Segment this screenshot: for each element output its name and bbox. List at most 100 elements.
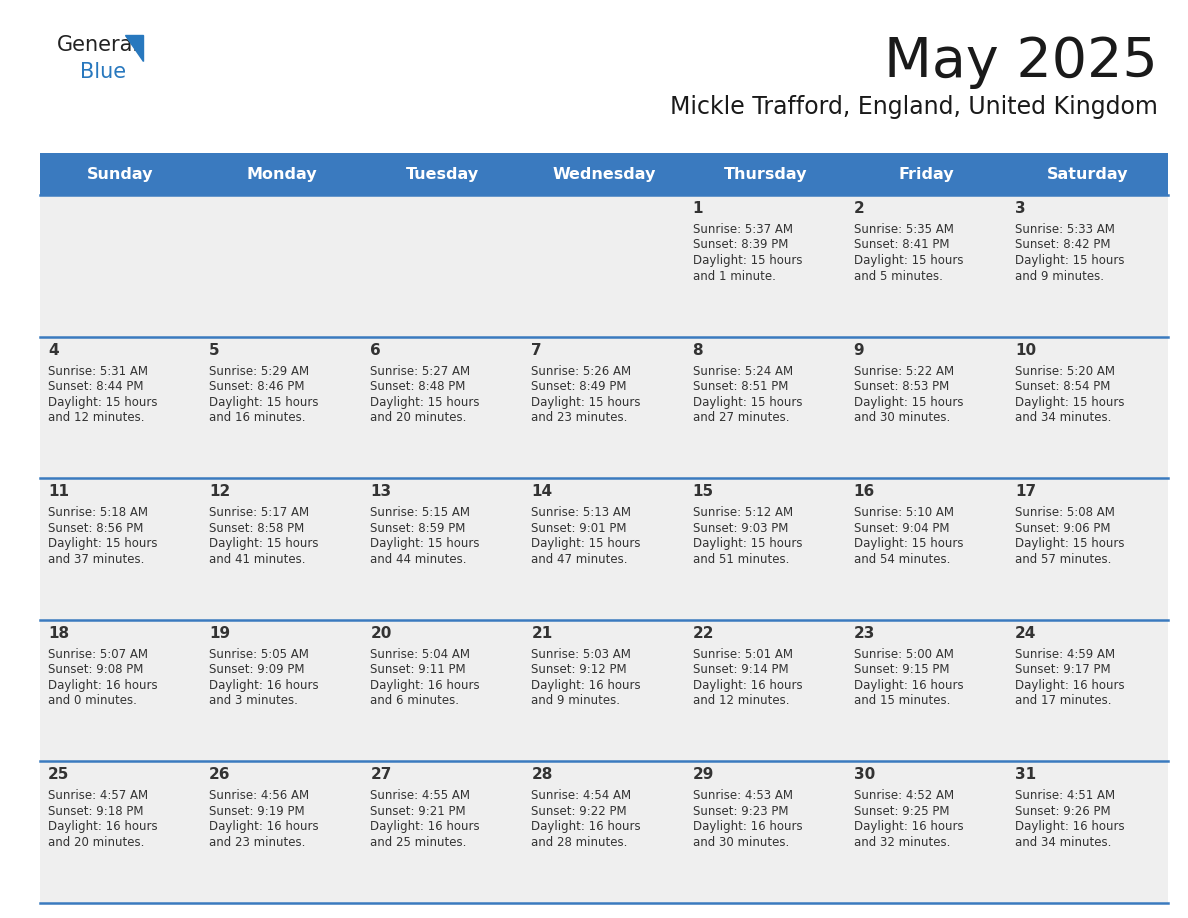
Text: 15: 15: [693, 484, 714, 499]
Text: Daylight: 15 hours: Daylight: 15 hours: [854, 254, 963, 267]
Text: Daylight: 15 hours: Daylight: 15 hours: [48, 537, 158, 550]
Text: 5: 5: [209, 342, 220, 358]
Text: Sunrise: 5:24 AM: Sunrise: 5:24 AM: [693, 364, 792, 377]
Text: 31: 31: [1015, 767, 1036, 782]
Text: Thursday: Thursday: [723, 166, 807, 182]
Text: 28: 28: [531, 767, 552, 782]
Text: 22: 22: [693, 626, 714, 641]
Text: 25: 25: [48, 767, 69, 782]
Text: Sunrise: 5:03 AM: Sunrise: 5:03 AM: [531, 648, 631, 661]
Text: 11: 11: [48, 484, 69, 499]
Text: Sunset: 9:03 PM: Sunset: 9:03 PM: [693, 521, 788, 534]
Text: Sunset: 9:08 PM: Sunset: 9:08 PM: [48, 664, 144, 677]
Text: Sunset: 9:17 PM: Sunset: 9:17 PM: [1015, 664, 1111, 677]
Text: Daylight: 15 hours: Daylight: 15 hours: [693, 537, 802, 550]
Text: Sunrise: 4:52 AM: Sunrise: 4:52 AM: [854, 789, 954, 802]
Text: Sunset: 9:04 PM: Sunset: 9:04 PM: [854, 521, 949, 534]
Text: 13: 13: [371, 484, 391, 499]
Text: and 0 minutes.: and 0 minutes.: [48, 694, 137, 707]
Text: 29: 29: [693, 767, 714, 782]
Text: Sunset: 9:25 PM: Sunset: 9:25 PM: [854, 805, 949, 818]
Bar: [40, 761, 1168, 903]
Bar: [1007, 153, 1168, 195]
Text: 7: 7: [531, 342, 542, 358]
Text: Daylight: 15 hours: Daylight: 15 hours: [371, 537, 480, 550]
Text: Friday: Friday: [898, 166, 954, 182]
Text: and 15 minutes.: and 15 minutes.: [854, 694, 950, 707]
Text: Sunset: 9:18 PM: Sunset: 9:18 PM: [48, 805, 144, 818]
Text: Sunset: 9:15 PM: Sunset: 9:15 PM: [854, 664, 949, 677]
Bar: [40, 337, 1168, 478]
Text: and 34 minutes.: and 34 minutes.: [1015, 411, 1111, 424]
Text: 8: 8: [693, 342, 703, 358]
Text: Sunrise: 5:17 AM: Sunrise: 5:17 AM: [209, 506, 309, 520]
Text: and 5 minutes.: and 5 minutes.: [854, 270, 942, 283]
Text: Sunrise: 4:55 AM: Sunrise: 4:55 AM: [371, 789, 470, 802]
Text: Mickle Trafford, England, United Kingdom: Mickle Trafford, England, United Kingdom: [670, 95, 1158, 119]
Text: Daylight: 15 hours: Daylight: 15 hours: [531, 396, 642, 409]
Text: Sunset: 8:39 PM: Sunset: 8:39 PM: [693, 239, 788, 252]
Text: Wednesday: Wednesday: [552, 166, 656, 182]
Text: 30: 30: [854, 767, 876, 782]
Text: 18: 18: [48, 626, 69, 641]
Text: and 57 minutes.: and 57 minutes.: [1015, 553, 1111, 565]
Text: and 41 minutes.: and 41 minutes.: [209, 553, 305, 565]
Text: Sunset: 8:49 PM: Sunset: 8:49 PM: [531, 380, 627, 393]
Text: Daylight: 16 hours: Daylight: 16 hours: [1015, 678, 1125, 692]
Text: Sunset: 9:09 PM: Sunset: 9:09 PM: [209, 664, 304, 677]
Text: Sunset: 8:58 PM: Sunset: 8:58 PM: [209, 521, 304, 534]
Text: Sunrise: 5:35 AM: Sunrise: 5:35 AM: [854, 223, 954, 236]
Text: 20: 20: [371, 626, 392, 641]
Text: Sunrise: 5:29 AM: Sunrise: 5:29 AM: [209, 364, 309, 377]
Text: and 3 minutes.: and 3 minutes.: [209, 694, 298, 707]
Text: Sunrise: 4:57 AM: Sunrise: 4:57 AM: [48, 789, 148, 802]
Text: 4: 4: [48, 342, 58, 358]
Text: Sunset: 8:44 PM: Sunset: 8:44 PM: [48, 380, 144, 393]
Text: Daylight: 16 hours: Daylight: 16 hours: [209, 678, 318, 692]
Text: Daylight: 16 hours: Daylight: 16 hours: [209, 821, 318, 834]
Text: Sunset: 9:23 PM: Sunset: 9:23 PM: [693, 805, 788, 818]
Text: Sunset: 9:11 PM: Sunset: 9:11 PM: [371, 664, 466, 677]
Text: 1: 1: [693, 201, 703, 216]
Text: and 34 minutes.: and 34 minutes.: [1015, 836, 1111, 849]
Text: Daylight: 16 hours: Daylight: 16 hours: [693, 821, 802, 834]
Polygon shape: [125, 35, 143, 61]
Text: Sunset: 9:12 PM: Sunset: 9:12 PM: [531, 664, 627, 677]
Text: Sunset: 8:59 PM: Sunset: 8:59 PM: [371, 521, 466, 534]
Text: and 12 minutes.: and 12 minutes.: [48, 411, 145, 424]
Text: Monday: Monday: [246, 166, 317, 182]
Text: and 9 minutes.: and 9 minutes.: [1015, 270, 1104, 283]
Text: and 44 minutes.: and 44 minutes.: [371, 553, 467, 565]
Text: Daylight: 15 hours: Daylight: 15 hours: [693, 254, 802, 267]
Text: Sunrise: 5:37 AM: Sunrise: 5:37 AM: [693, 223, 792, 236]
Text: and 32 minutes.: and 32 minutes.: [854, 836, 950, 849]
Bar: [846, 153, 1007, 195]
Text: Sunrise: 5:26 AM: Sunrise: 5:26 AM: [531, 364, 632, 377]
Text: Daylight: 15 hours: Daylight: 15 hours: [209, 396, 318, 409]
Text: and 6 minutes.: and 6 minutes.: [371, 694, 460, 707]
Text: Daylight: 16 hours: Daylight: 16 hours: [854, 678, 963, 692]
Text: 24: 24: [1015, 626, 1036, 641]
Bar: [40, 620, 1168, 761]
Text: Daylight: 16 hours: Daylight: 16 hours: [693, 678, 802, 692]
Text: and 30 minutes.: and 30 minutes.: [693, 836, 789, 849]
Text: Daylight: 15 hours: Daylight: 15 hours: [48, 396, 158, 409]
Text: and 20 minutes.: and 20 minutes.: [371, 411, 467, 424]
Text: Sunrise: 5:18 AM: Sunrise: 5:18 AM: [48, 506, 148, 520]
Text: Daylight: 16 hours: Daylight: 16 hours: [371, 821, 480, 834]
Text: Sunrise: 4:56 AM: Sunrise: 4:56 AM: [209, 789, 309, 802]
Text: 17: 17: [1015, 484, 1036, 499]
Text: Sunset: 9:21 PM: Sunset: 9:21 PM: [371, 805, 466, 818]
Text: and 28 minutes.: and 28 minutes.: [531, 836, 627, 849]
Text: Sunrise: 5:22 AM: Sunrise: 5:22 AM: [854, 364, 954, 377]
Text: Sunrise: 4:53 AM: Sunrise: 4:53 AM: [693, 789, 792, 802]
Text: Sunrise: 5:12 AM: Sunrise: 5:12 AM: [693, 506, 792, 520]
Bar: [524, 153, 684, 195]
Text: Daylight: 15 hours: Daylight: 15 hours: [854, 537, 963, 550]
Text: Blue: Blue: [80, 62, 126, 82]
Text: Sunrise: 5:08 AM: Sunrise: 5:08 AM: [1015, 506, 1114, 520]
Text: Sunset: 8:54 PM: Sunset: 8:54 PM: [1015, 380, 1111, 393]
Text: Sunset: 8:56 PM: Sunset: 8:56 PM: [48, 521, 144, 534]
Text: General: General: [57, 35, 139, 55]
Text: 16: 16: [854, 484, 876, 499]
